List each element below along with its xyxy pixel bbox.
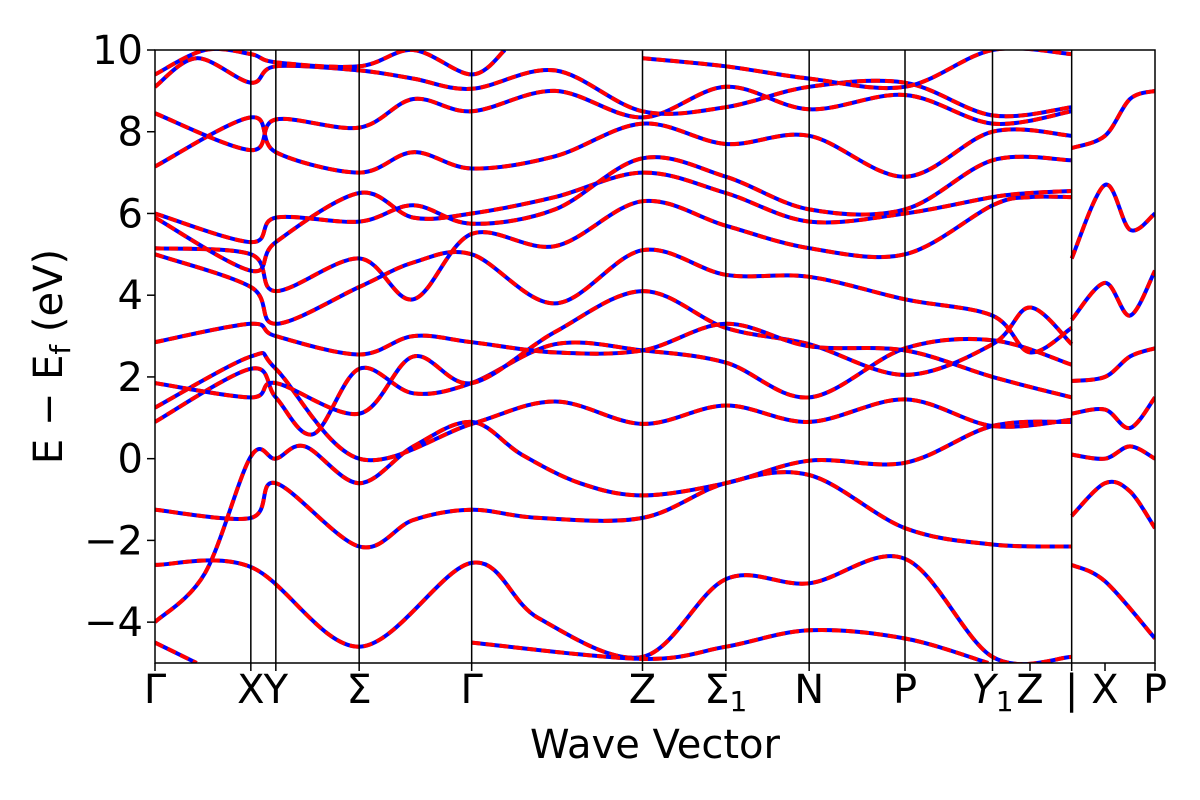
band-line-11 xyxy=(155,170,1072,274)
band-line-4 xyxy=(471,628,989,663)
y-tick-label: 8 xyxy=(118,110,143,156)
y-axis-label-subscript: f xyxy=(44,344,77,355)
kpoint-label-12: X xyxy=(1091,667,1118,713)
band-line-19-base xyxy=(1070,479,1155,530)
kpoint-label-5: Z xyxy=(629,667,656,713)
kpoint-label-0: Γ xyxy=(144,667,167,713)
y-tick-label: −2 xyxy=(84,518,143,564)
band-line-0 xyxy=(155,419,1072,624)
kpoint-label-6: Σ1 xyxy=(704,667,747,718)
band-line-2-base xyxy=(155,554,1072,663)
kpoint-label-2: Y xyxy=(263,667,289,713)
y-axis-label: E − Ef (eV) xyxy=(26,249,77,464)
bands-layer xyxy=(155,50,1155,663)
kpoint-label-10: Z xyxy=(1016,667,1043,713)
band-line-21 xyxy=(1071,396,1155,431)
band-line-24-base xyxy=(1069,182,1155,260)
kpoint-label-8: P xyxy=(893,667,917,713)
kpoint-label-3: Σ xyxy=(347,667,372,713)
y-tick-label: 4 xyxy=(118,273,143,319)
band-line-25-base xyxy=(1070,88,1155,151)
band-line-20 xyxy=(1070,563,1155,640)
kpoint-label-9: Y1 xyxy=(971,667,1013,718)
y-tick-label: −4 xyxy=(84,600,143,646)
x-axis-ticks: Γ X Y Σ Γ Z Σ1 N P Y1 Z | X P xyxy=(144,663,1167,718)
y-tick-label: 6 xyxy=(118,191,143,237)
band-line-11-base xyxy=(155,170,1072,274)
y-tick-label: 2 xyxy=(118,355,143,401)
kpoint-label-1: X xyxy=(237,667,264,713)
band-line-12 xyxy=(155,154,1072,245)
band-line-9-base xyxy=(155,247,1073,355)
kpoint-label-7: N xyxy=(794,667,824,713)
band-line-16 xyxy=(155,50,507,77)
band-line-10 xyxy=(155,194,1072,302)
band-line-22 xyxy=(1071,346,1155,383)
kpoint-label-13: P xyxy=(1143,667,1167,713)
kpoint-label-11: | xyxy=(1065,667,1078,713)
band-line-20-base xyxy=(1070,563,1155,640)
plot-frame xyxy=(154,49,1156,664)
kpoint-lines xyxy=(250,50,1073,663)
band-line-18 xyxy=(1071,444,1155,461)
y-axis-label-unit: (eV) xyxy=(26,249,72,345)
band-line-9 xyxy=(155,247,1073,355)
y-tick-label: 0 xyxy=(118,437,143,483)
band-line-1 xyxy=(155,470,1072,550)
band-line-13 xyxy=(155,115,1072,179)
band-line-7 xyxy=(155,289,1074,416)
kpoint-label-4: Γ xyxy=(461,667,484,713)
band-line-3 xyxy=(155,640,198,663)
band-line-2 xyxy=(155,554,1072,663)
band-line-15 xyxy=(155,56,1072,119)
y-tick-label: 10 xyxy=(92,28,143,74)
x-axis-label: Wave Vector xyxy=(530,722,781,768)
y-axis-ticks: −4 −2 0 2 4 6 8 10 xyxy=(84,28,155,646)
band-line-22-base xyxy=(1071,346,1155,383)
band-line-24 xyxy=(1069,182,1155,260)
y-axis-label-main: E − E xyxy=(26,355,72,465)
band-line-14-base xyxy=(155,84,1073,153)
band-line-23 xyxy=(1070,269,1155,322)
band-line-19 xyxy=(1070,479,1155,530)
band-line-17 xyxy=(642,50,1072,91)
band-line-25 xyxy=(1070,88,1155,151)
